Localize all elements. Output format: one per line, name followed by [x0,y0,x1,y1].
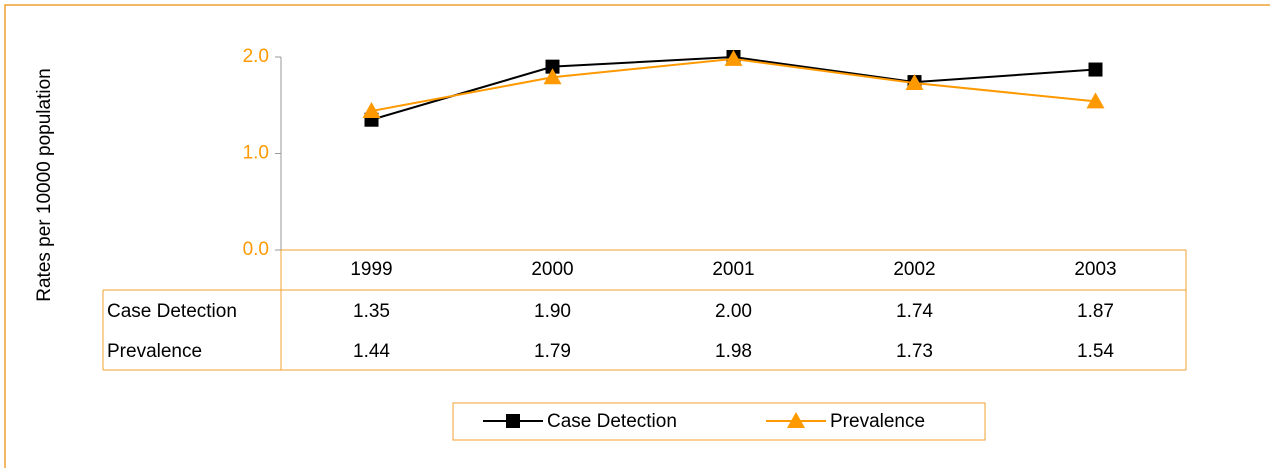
table-value: 1.74 [896,301,933,322]
frame [4,4,1270,473]
marker [362,102,381,119]
marker [545,59,560,74]
table-value: 2.00 [715,301,752,322]
legend-marker [787,412,805,428]
marker [724,49,743,66]
marker [543,68,562,85]
table-value: 1.35 [353,301,390,322]
table-value: 1.44 [353,341,390,362]
table-value: 1.79 [534,341,571,362]
series-line [371,55,1096,121]
table-value: 1.87 [1077,301,1114,322]
table-value: 1.54 [1077,341,1114,362]
marker [905,74,924,91]
table-row-label: Case Detection [107,301,237,322]
legend-marker [506,414,520,428]
series-line [371,57,1096,113]
x-tick-label: 2002 [893,259,935,280]
y-tick-label: 1.0 [243,143,269,164]
x-tick-label: 2000 [531,259,573,280]
marker [1088,62,1103,77]
marker [1086,92,1105,109]
x-tick-label: 2001 [712,259,754,280]
y-tick-label: 0.0 [243,239,269,260]
table-value: 1.98 [715,341,752,362]
x-tick-label: 2003 [1074,259,1116,280]
x-tick-label: 1999 [350,259,392,280]
y-tick-label: 2.0 [243,46,269,67]
y-axis-label: Rates per 10000 population [34,68,55,301]
table-row-label: Prevalence [107,341,202,362]
table-value: 1.73 [896,341,933,362]
legend-label: Prevalence [830,411,925,432]
legend-label: Case Detection [547,411,677,432]
table-value: 1.90 [534,301,571,322]
